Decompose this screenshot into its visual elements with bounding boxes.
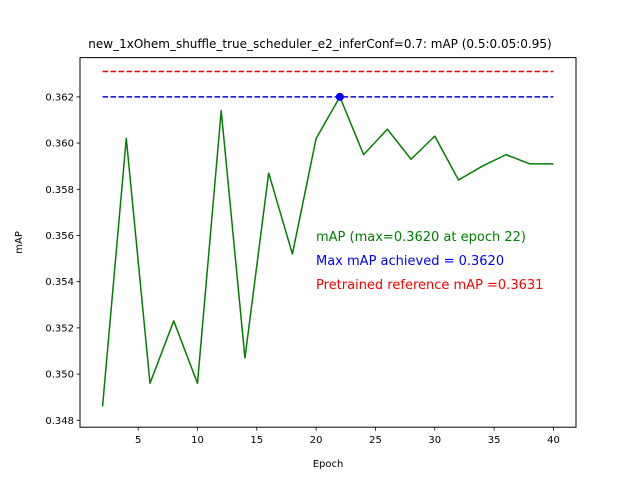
y-axis-label: mAP (14, 231, 25, 254)
y-tick-label: 0.360 (45, 139, 74, 150)
chart-title: new_1xOhem_shuffle_true_scheduler_e2_inf… (88, 37, 551, 51)
y-tick-label: 0.352 (45, 323, 74, 334)
series-line-0 (101, 96, 554, 407)
x-tick-label: 5 (135, 435, 141, 446)
annotation-max-map: Max mAP achieved = 0.3620 (316, 254, 504, 269)
x-tick-label: 20 (310, 435, 323, 446)
y-tick-label: 0.362 (45, 92, 74, 103)
y-tick-label: 0.348 (45, 416, 74, 427)
axes-frame (79, 57, 577, 428)
x-tick-label: 35 (488, 435, 501, 446)
y-tick-label: 0.354 (45, 277, 74, 288)
annotation-max-epoch: mAP (max=0.3620 at epoch 22) (316, 230, 526, 245)
y-tick-label: 0.358 (45, 185, 74, 196)
x-tick-label: 30 (428, 435, 441, 446)
y-axis: 0.348 0.350 0.352 0.354 0.356 0.358 0.360 0.362 (45, 92, 80, 427)
x-tick-label: 15 (250, 435, 263, 446)
annotation-pretrained-reference: Pretrained reference mAP =0.3631 (316, 278, 543, 293)
x-axis-label: Epoch (313, 459, 344, 470)
plot-area (101, 70, 554, 407)
x-tick-label: 10 (191, 435, 204, 446)
y-tick-label: 0.350 (45, 370, 74, 381)
x-axis: 5 10 15 20 25 30 35 40 (135, 427, 560, 446)
max-point-marker (335, 92, 344, 101)
y-tick-label: 0.356 (45, 231, 74, 242)
x-tick-label: 25 (369, 435, 382, 446)
x-tick-label: 40 (547, 435, 560, 446)
